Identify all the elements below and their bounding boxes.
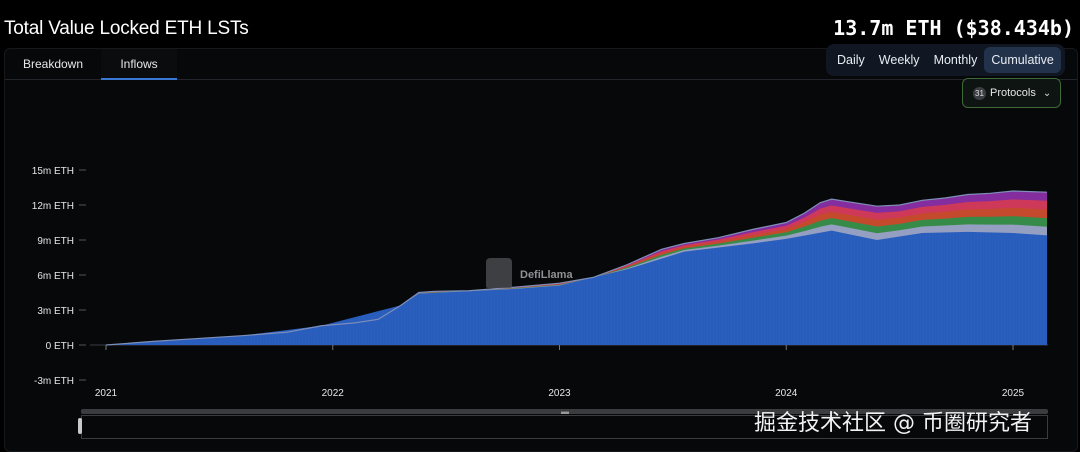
- x-tick-label: 2024: [775, 388, 798, 399]
- range-slider[interactable]: ▬: [78, 407, 1048, 439]
- granularity-toggle: Daily Weekly Monthly Cumulative: [826, 44, 1065, 76]
- defillama-logo-text: DefiLlama: [520, 269, 573, 281]
- y-tick-label: 12m ETH: [32, 201, 74, 212]
- protocols-label: Protocols: [990, 87, 1036, 99]
- series-area-primary: [106, 230, 1048, 345]
- x-tick-label: 2023: [548, 388, 571, 399]
- tab-bar: Breakdown Inflows: [5, 49, 1077, 80]
- protocol-count-badge: 31: [973, 86, 986, 100]
- tab-breakdown[interactable]: Breakdown: [22, 57, 84, 71]
- x-tick-label: 2025: [1002, 388, 1025, 399]
- protocols-dropdown[interactable]: 31 Protocols ⌄: [962, 78, 1061, 108]
- x-tick-label: 2021: [95, 388, 118, 399]
- total-outline: [105, 190, 1048, 346]
- llama-logo-icon: [486, 258, 512, 288]
- weekly-button[interactable]: Weekly: [878, 53, 920, 67]
- daily-button[interactable]: Daily: [837, 53, 865, 67]
- slider-grip-icon[interactable]: ▬: [561, 407, 569, 416]
- y-tick-label: 0 ETH: [46, 341, 74, 352]
- y-tick-label: 15m ETH: [32, 166, 74, 177]
- y-tick-label: -3m ETH: [34, 376, 74, 387]
- y-tick-label: 9m ETH: [37, 236, 74, 247]
- y-tick-label: 3m ETH: [37, 306, 74, 317]
- x-tick-label: 2022: [322, 388, 345, 399]
- chevron-down-icon: ⌄: [1042, 87, 1052, 99]
- slider-track[interactable]: [81, 409, 1048, 414]
- tab-inflows[interactable]: Inflows: [101, 49, 177, 80]
- page-title: Total Value Locked ETH LSTs: [4, 18, 249, 39]
- slider-left-handle[interactable]: [78, 418, 82, 434]
- watermark: 掘金技术社区 @ 币圈研究者: [754, 411, 1032, 436]
- header: Total Value Locked ETH LSTs 13.7m ETH ($…: [0, 0, 1080, 50]
- monthly-button[interactable]: Monthly: [933, 53, 978, 67]
- total-value: 13.7m ETH ($38.434b): [833, 16, 1074, 40]
- cumulative-button[interactable]: Cumulative: [984, 47, 1061, 73]
- y-tick-label: 6m ETH: [37, 271, 74, 282]
